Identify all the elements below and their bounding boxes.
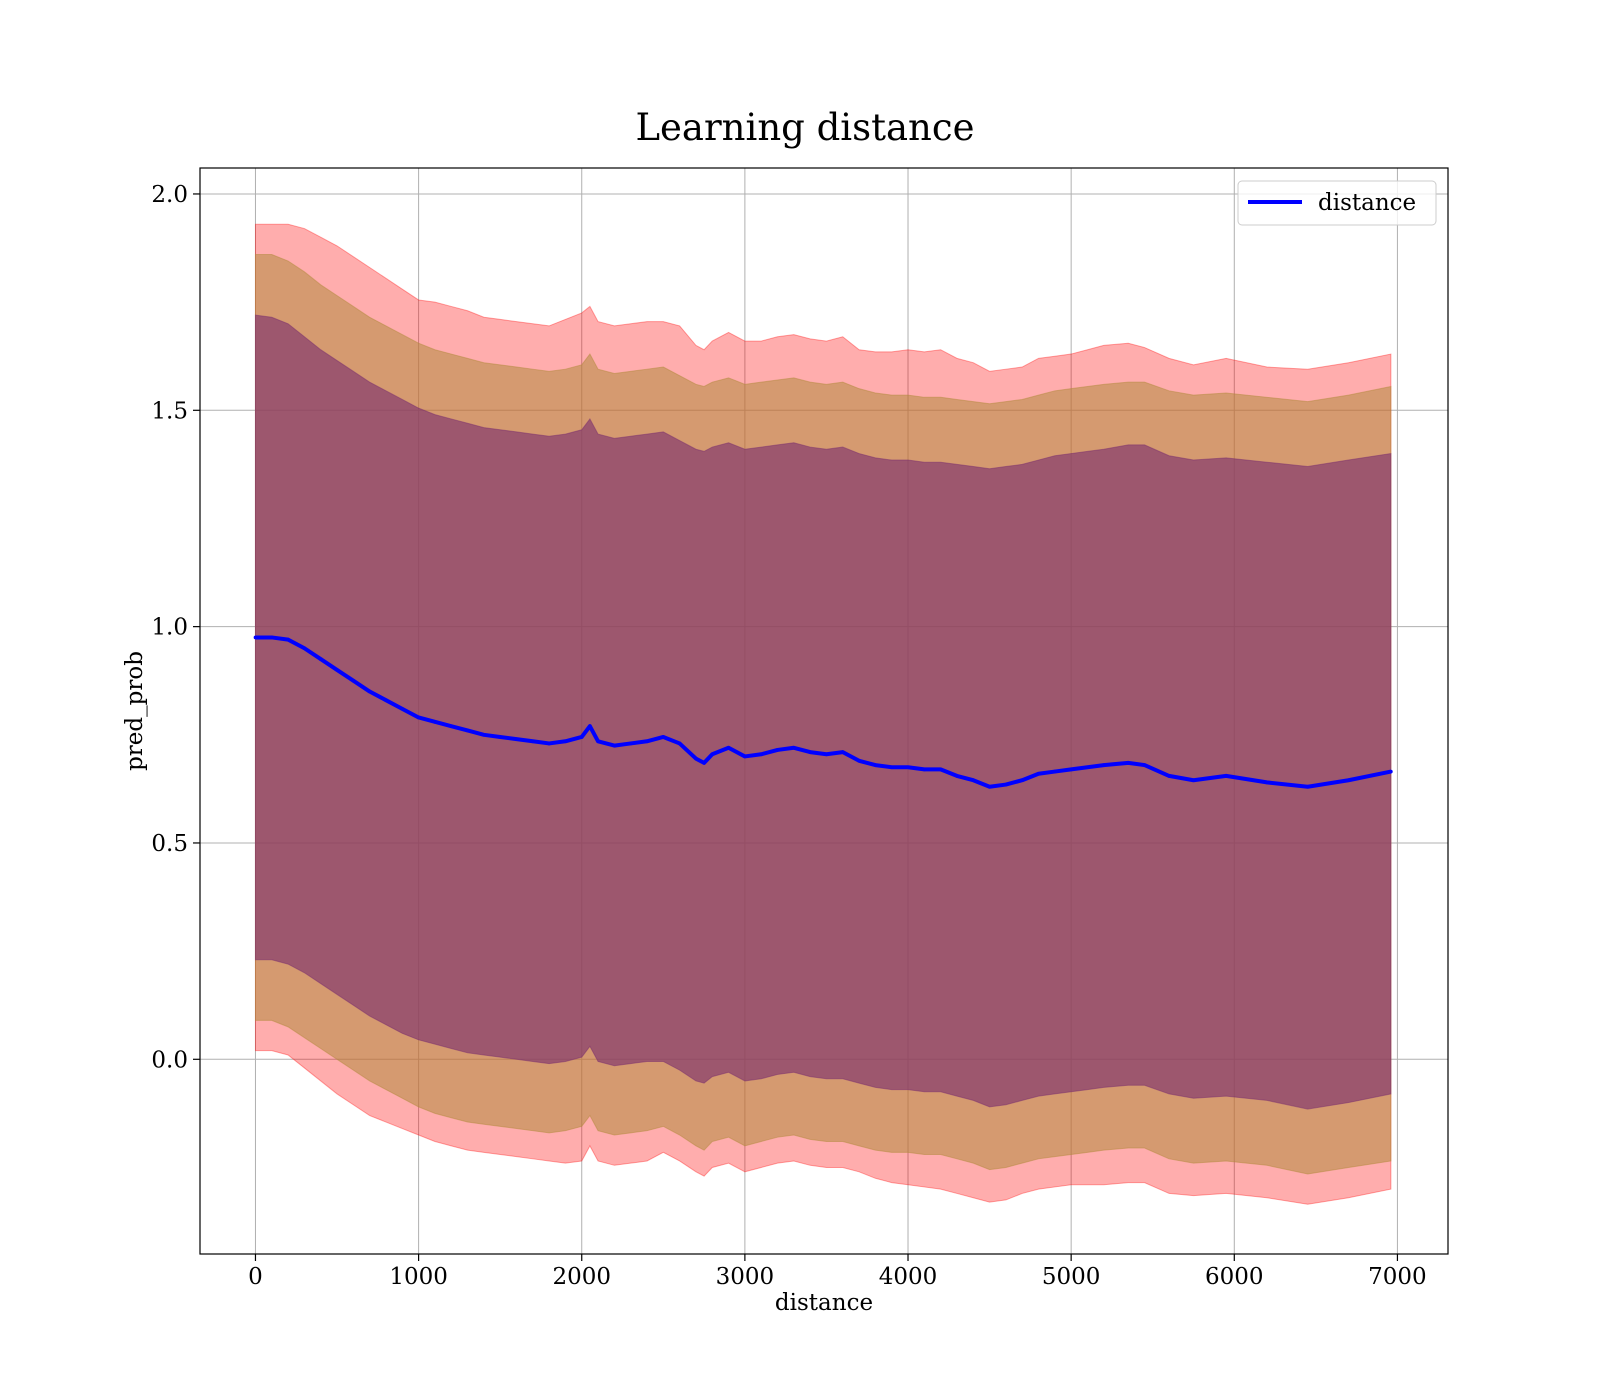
- data-point: [792, 745, 796, 750]
- data-point: [1346, 778, 1351, 783]
- y-tick-label: 1.0: [151, 615, 188, 641]
- data-point: [1265, 780, 1269, 785]
- x-tick-label: 2000: [552, 1264, 611, 1290]
- data-point: [1167, 774, 1171, 778]
- data-point: [1305, 784, 1310, 789]
- data-point: [498, 735, 502, 739]
- data-point: [416, 715, 421, 720]
- data-point: [824, 752, 829, 757]
- data-point: [1004, 782, 1008, 787]
- x-tick-label: 6000: [1205, 1264, 1264, 1290]
- legend: distance: [1237, 180, 1437, 226]
- x-tick-label: 5000: [1042, 1264, 1101, 1290]
- data-point: [743, 754, 747, 759]
- x-tick-label: 1000: [389, 1264, 448, 1290]
- data-point: [726, 745, 731, 750]
- data-point: [588, 724, 592, 728]
- x-tick-label: 0: [248, 1264, 263, 1290]
- data-point: [351, 678, 356, 683]
- data-point: [702, 761, 706, 765]
- data-point: [531, 739, 535, 744]
- data-point: [1020, 778, 1025, 783]
- data-point: [889, 765, 894, 770]
- data-point: [938, 767, 943, 772]
- data-point: [612, 743, 617, 748]
- data-point: [775, 748, 780, 752]
- data-point: [1142, 763, 1147, 767]
- data-point: [302, 646, 307, 651]
- x-tick-label: 7000: [1368, 1264, 1427, 1290]
- data-point: [873, 763, 878, 767]
- data-point: [1069, 767, 1073, 772]
- data-point: [335, 668, 339, 672]
- data-point: [645, 739, 649, 744]
- y-axis-ticks: 0.0 0.5 1.0 1.5 2.0: [151, 182, 200, 1073]
- data-point: [253, 635, 258, 640]
- data-point: [563, 739, 568, 744]
- data-point: [857, 758, 861, 763]
- data-point: [1085, 765, 1090, 770]
- data-point: [367, 689, 372, 694]
- band-1sd: [254, 314, 1392, 1110]
- data-point: [694, 756, 698, 761]
- data-point: [906, 765, 910, 770]
- data-point: [628, 741, 633, 746]
- legend-label-distance: distance: [1318, 190, 1416, 216]
- data-point: [1126, 761, 1131, 765]
- data-point: [400, 707, 405, 711]
- data-point: [808, 750, 812, 754]
- data-point: [955, 774, 959, 778]
- data-point: [1101, 763, 1106, 767]
- data-point: [465, 728, 470, 733]
- data-point: [449, 724, 454, 728]
- data-point: [1224, 774, 1228, 778]
- data-point: [759, 752, 763, 757]
- legend-box: [1237, 180, 1437, 226]
- data-point: [710, 752, 715, 757]
- confidence-bands: [254, 223, 1392, 1205]
- data-point: [286, 637, 290, 642]
- data-point: [433, 720, 437, 724]
- plot-frame: [199, 167, 1449, 1255]
- data-point: [318, 657, 323, 661]
- y-tick-label: 2.0: [151, 182, 188, 208]
- data-point: [482, 733, 486, 737]
- x-tick-label: 3000: [716, 1264, 775, 1290]
- x-tick-label: 4000: [879, 1264, 938, 1290]
- data-point: [269, 635, 274, 640]
- data-point: [1036, 771, 1041, 776]
- y-tick-label: 1.5: [151, 398, 188, 424]
- data-point: [579, 735, 584, 739]
- y-tick-label: 0.5: [151, 831, 188, 857]
- data-point: [922, 767, 927, 772]
- data-point: [661, 735, 666, 739]
- data-point: [1389, 769, 1393, 774]
- data-point: [1053, 769, 1057, 774]
- data-point: [677, 741, 682, 746]
- x-axis-label: distance: [775, 1290, 873, 1316]
- data-point: [547, 741, 551, 746]
- y-axis-label: pred_prob: [122, 651, 148, 771]
- data-point: [840, 750, 845, 754]
- data-point: [971, 778, 976, 783]
- chart-title: Learning distance: [635, 106, 974, 149]
- data-point: [384, 698, 388, 702]
- data-point: [1191, 778, 1196, 783]
- series-line-distance: [255, 635, 1392, 789]
- data-point: [987, 784, 992, 789]
- x-axis-ticks: 0 1000 2000 3000 4000 5000 6000 7000: [248, 1254, 1427, 1290]
- series-lines: [253, 635, 1393, 789]
- data-point: [596, 739, 600, 744]
- data-point: [514, 737, 519, 741]
- y-tick-label: 0.0: [151, 1047, 188, 1073]
